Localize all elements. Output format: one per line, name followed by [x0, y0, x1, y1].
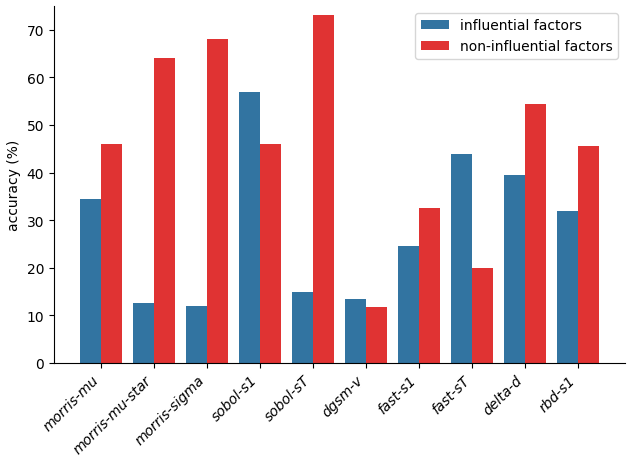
Bar [578, 147, 599, 363]
Bar [525, 104, 546, 363]
Bar [398, 247, 419, 363]
Bar [80, 199, 101, 363]
Y-axis label: accuracy (%): accuracy (%) [7, 139, 21, 231]
Bar [344, 299, 366, 363]
Bar [239, 93, 260, 363]
Bar [366, 307, 387, 363]
Bar [207, 40, 228, 363]
Bar [451, 154, 472, 363]
Bar [313, 16, 334, 363]
Bar [260, 144, 281, 363]
Bar [186, 306, 207, 363]
Bar [504, 175, 525, 363]
Bar [292, 292, 313, 363]
Legend: influential factors, non-influential factors: influential factors, non-influential fac… [415, 14, 618, 60]
Bar [557, 211, 578, 363]
Bar [154, 59, 175, 363]
Bar [133, 304, 154, 363]
Bar [101, 144, 122, 363]
Bar [419, 209, 440, 363]
Bar [472, 268, 493, 363]
